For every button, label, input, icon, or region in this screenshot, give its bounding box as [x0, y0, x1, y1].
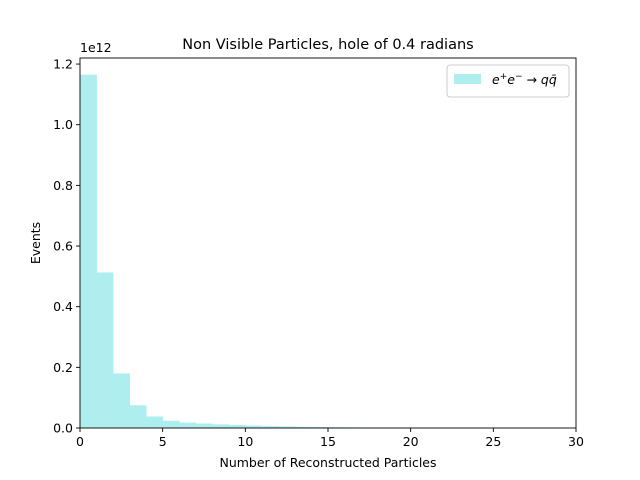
y-tick-label: 1.2 — [53, 57, 73, 72]
y-offset-label: 1e12 — [80, 40, 112, 55]
y-tick-label: 0.6 — [53, 239, 73, 254]
x-tick-label: 10 — [237, 434, 253, 449]
legend-label-e2: e — [507, 72, 515, 87]
y-tick-label: 0.2 — [53, 360, 73, 375]
legend-label-e1: e — [492, 72, 500, 87]
x-tick-label: 25 — [485, 434, 501, 449]
histogram-bar — [245, 425, 263, 428]
histogram-bar — [278, 426, 296, 428]
legend-label-qbar: q̄ — [549, 72, 557, 87]
legend-label-sup-minus: − — [515, 72, 523, 82]
x-tick-label: 20 — [403, 434, 419, 449]
histogram-bar — [261, 426, 279, 428]
histogram-bar — [195, 423, 213, 428]
x-tick-label: 30 — [568, 434, 584, 449]
plot-frame — [79, 57, 577, 429]
legend-label-sup-plus: + — [500, 72, 508, 82]
x-ticks: 0 5 10 15 20 25 30 — [76, 428, 584, 449]
legend-swatch — [454, 74, 481, 84]
histogram-bar — [162, 420, 180, 428]
bars — [80, 74, 577, 428]
histogram-bar — [212, 424, 230, 428]
y-tick-label: 1.0 — [53, 117, 73, 132]
histogram-bar — [311, 427, 329, 428]
y-tick-label: 0.0 — [53, 421, 73, 436]
histogram-bar — [80, 74, 97, 428]
x-tick-label: 15 — [320, 434, 336, 449]
y-tick-label: 0.8 — [53, 178, 73, 193]
histogram-bar — [228, 424, 246, 428]
legend-label: e+e− → qq̄ — [492, 72, 557, 87]
y-axis-label: Events — [28, 222, 43, 264]
x-axis-label: Number of Reconstructed Particles — [219, 455, 436, 470]
legend-box — [446, 64, 570, 98]
histogram-bar — [179, 422, 197, 428]
histogram-bar — [146, 416, 164, 428]
chart-title: Non Visible Particles, hole of 0.4 radia… — [182, 37, 473, 53]
histogram-bar — [113, 373, 130, 428]
legend-label-arrow: → q — [523, 72, 549, 87]
histogram-bar — [129, 405, 147, 428]
y-ticks: 0.0 0.2 0.4 0.6 0.8 1.0 1.2 — [53, 57, 80, 436]
y-tick-label: 0.4 — [53, 299, 73, 314]
histogram-bar — [294, 426, 312, 428]
x-tick-label: 5 — [159, 434, 167, 449]
legend: e+e− → qq̄ — [446, 64, 570, 98]
histogram-bar — [96, 272, 114, 428]
x-tick-label: 0 — [76, 434, 84, 449]
